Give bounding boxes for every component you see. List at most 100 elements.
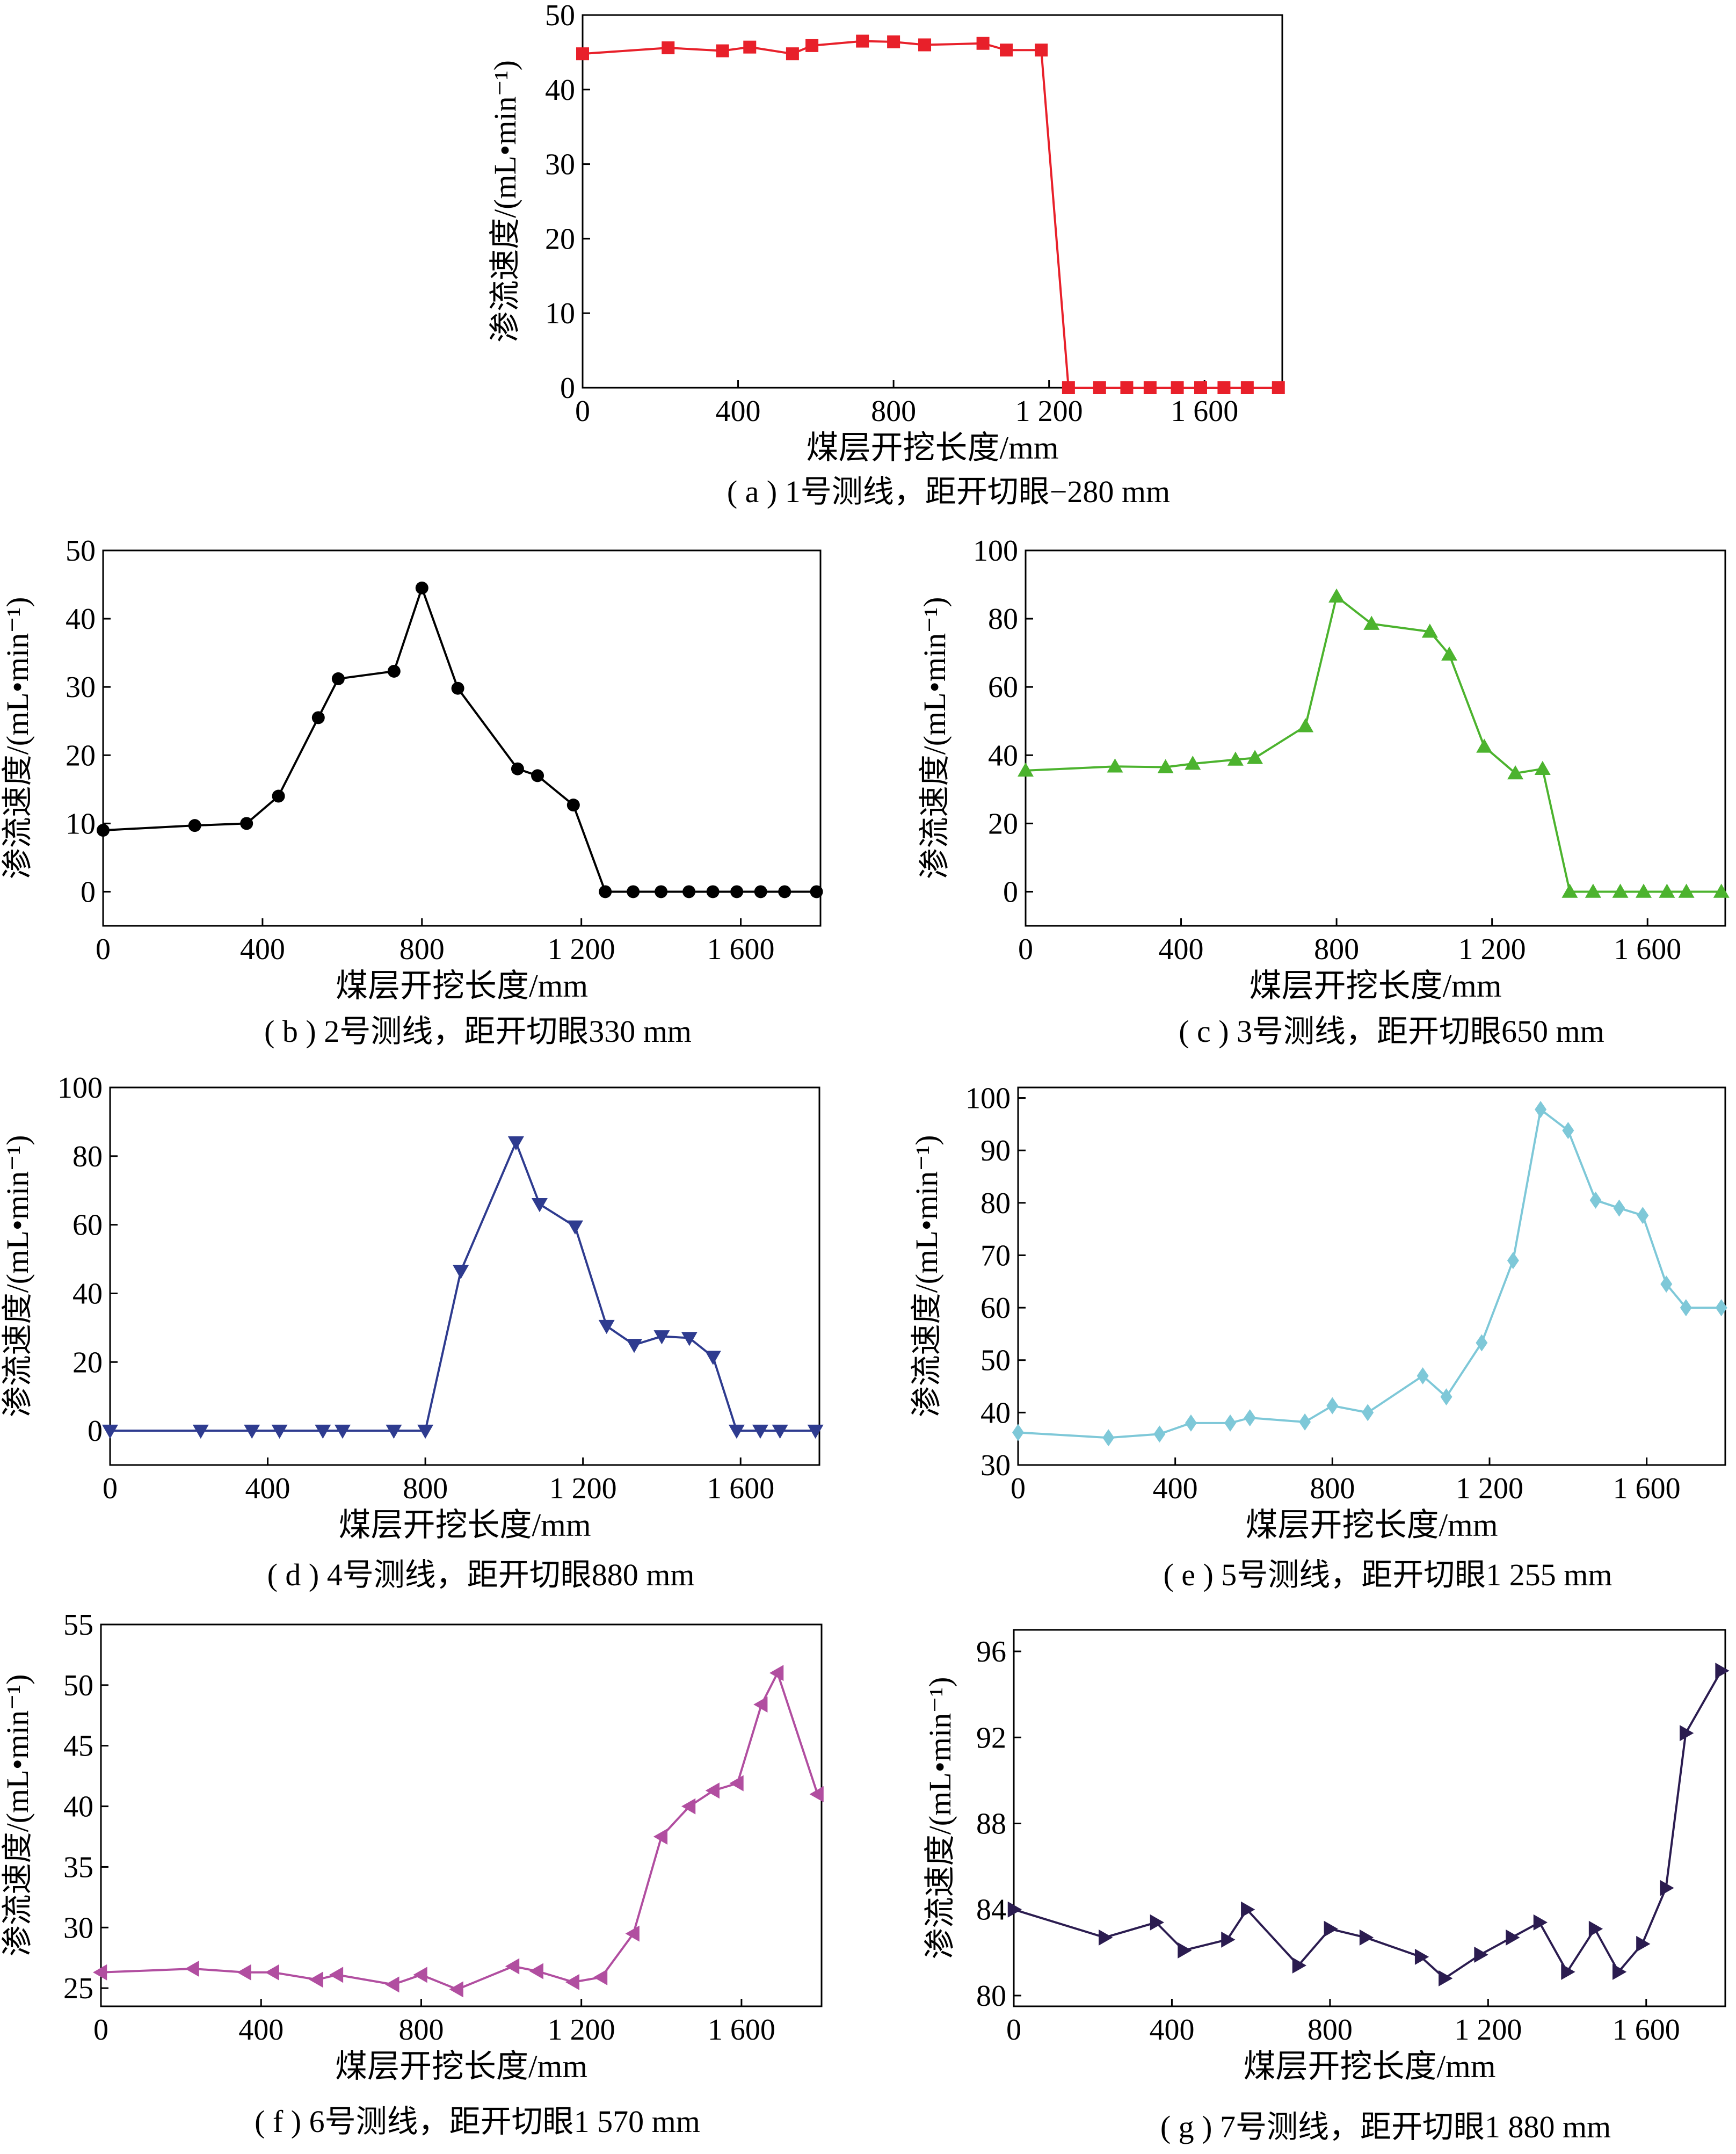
y-tick-label: 50	[545, 0, 575, 32]
data-point	[387, 664, 401, 678]
data-point	[1474, 1946, 1488, 1963]
data-point	[1062, 381, 1075, 394]
data-point	[681, 1332, 698, 1346]
y-tick-label: 40	[72, 1277, 103, 1310]
plot-frame	[582, 14, 1283, 389]
data-point	[1585, 883, 1601, 898]
data-point	[706, 885, 720, 898]
data-point	[417, 1424, 434, 1439]
x-axis-title: 煤层开挖长度/mm	[338, 1507, 591, 1543]
data-point	[1613, 1199, 1625, 1217]
data-point	[1439, 1970, 1453, 1986]
x-tick-label: 800	[1314, 933, 1359, 966]
data-point	[1247, 750, 1263, 764]
data-point	[1227, 751, 1244, 766]
chart-panel-c: 0 400 800 1 200 1 600 0 20 40 60 80 100 煤层开挖长度/mm 渗流…	[917, 534, 1730, 1049]
x-tick-label: 1 600	[1612, 2013, 1680, 2047]
chart-panel-g: 0 400 800 1 200 1 600 80 84 88 92 96 煤层开挖长度/mm 渗流速度…	[923, 1629, 1730, 2144]
x-tick-label: 0	[103, 1472, 118, 1505]
data-point	[1194, 381, 1207, 394]
y-tick-label: 0	[88, 1415, 103, 1448]
data-point	[1476, 738, 1493, 753]
data-point	[265, 1964, 279, 1981]
data-point	[1534, 760, 1551, 775]
x-axis-title: 煤层开挖长度/mm	[335, 2049, 587, 2084]
data-point	[1713, 883, 1730, 898]
data-point	[1099, 1929, 1113, 1946]
data-point	[1217, 381, 1231, 394]
y-tick-label: 40	[980, 1396, 1011, 1430]
panel-caption: ( a ) 1号测线，距开切眼−280 mm	[727, 474, 1170, 509]
data-point	[626, 1339, 643, 1353]
plot-frame	[100, 1623, 823, 2007]
x-tick-label: 0	[1018, 933, 1033, 966]
y-axis-title: 渗流速度/(mL•min⁻¹)	[923, 1677, 957, 1960]
data-point	[1171, 381, 1184, 394]
data-point	[1476, 1334, 1488, 1352]
data-point	[1297, 718, 1314, 732]
data-point	[529, 1963, 543, 1979]
data-point	[1659, 883, 1675, 898]
data-point	[309, 1971, 323, 1988]
data-point	[1715, 1663, 1730, 1679]
series-line	[582, 40, 1279, 389]
y-tick-label: 10	[66, 807, 96, 840]
data-point	[1102, 1429, 1115, 1447]
data-point	[778, 885, 791, 898]
data-point	[599, 885, 612, 898]
data-point	[1612, 1963, 1627, 1980]
y-tick-label: 100	[973, 534, 1018, 568]
y-tick-label: 20	[66, 739, 96, 772]
y-axis-title: 渗流速度/(mL•min⁻¹)	[909, 1135, 944, 1418]
x-tick-label: 800	[398, 2013, 444, 2047]
data-point	[449, 1981, 463, 1998]
data-point	[1421, 623, 1438, 638]
x-tick-label: 0	[575, 395, 590, 428]
data-point	[1507, 1252, 1519, 1270]
data-point	[1018, 762, 1034, 777]
data-point	[1324, 1920, 1338, 1937]
data-point	[1660, 1275, 1673, 1293]
data-point	[97, 824, 110, 837]
data-point	[385, 1976, 400, 1993]
y-tick-label: 80	[980, 1187, 1011, 1220]
data-point	[1093, 381, 1106, 394]
y-tick-label: 60	[980, 1292, 1011, 1325]
data-point	[1328, 588, 1345, 603]
panel-caption: ( g ) 7号测线，距开切眼1 880 mm	[1160, 2109, 1611, 2144]
y-axis-title: 渗流速度/(mL•min⁻¹)	[0, 1674, 35, 1957]
data-point	[856, 34, 869, 48]
data-point	[1414, 1948, 1429, 1965]
y-tick-label: 50	[66, 534, 96, 568]
y-tick-label: 10	[545, 297, 575, 330]
y-tick-label: 100	[57, 1071, 103, 1105]
y-tick-label: 30	[63, 1911, 93, 1945]
data-point	[386, 1424, 402, 1439]
data-point	[1715, 1299, 1727, 1317]
data-point	[1507, 765, 1524, 780]
data-point	[1107, 758, 1123, 773]
x-tick-label: 1 200	[549, 1472, 617, 1505]
x-axis-title: 煤层开挖长度/mm	[1243, 2049, 1495, 2084]
data-point	[809, 1786, 824, 1802]
data-point	[1533, 1914, 1548, 1931]
x-tick-label: 1 600	[707, 1472, 774, 1505]
data-point	[1299, 1413, 1311, 1431]
x-tick-label: 0	[1006, 2013, 1021, 2047]
data-point	[1000, 43, 1013, 57]
chart-panel-b: 0 400 800 1 200 1 600 0 10 20 30 40 50 煤层开挖长度/mm 渗流速…	[0, 534, 823, 1049]
y-tick-label: 40	[988, 739, 1018, 772]
x-tick-label: 400	[1149, 2013, 1194, 2047]
y-tick-label: 60	[72, 1209, 103, 1242]
data-point	[1272, 381, 1285, 394]
chart-panel-f: 0 400 800 1 200 1 600 25 30 35 40 45 50 55 煤层开挖长度/mm…	[0, 1608, 824, 2139]
data-point	[271, 1424, 288, 1439]
x-tick-label: 800	[1308, 2013, 1353, 2047]
data-point	[593, 1969, 608, 1985]
data-point	[705, 1782, 720, 1799]
y-tick-label: 25	[63, 1972, 93, 2005]
data-point	[627, 885, 640, 898]
data-point	[653, 1330, 670, 1345]
y-tick-label: 20	[988, 807, 1018, 840]
